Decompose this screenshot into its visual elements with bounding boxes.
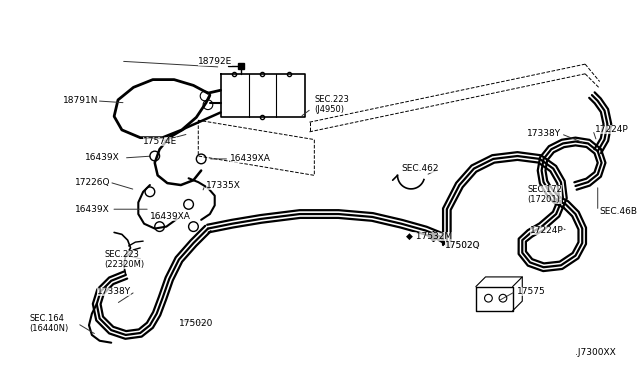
Text: 175020: 175020 bbox=[179, 319, 213, 328]
Text: 17224P: 17224P bbox=[595, 125, 628, 134]
Text: 17335X: 17335X bbox=[206, 180, 241, 189]
Text: 17574E: 17574E bbox=[143, 137, 177, 146]
Text: SEC.164
(16440N): SEC.164 (16440N) bbox=[29, 314, 68, 333]
Text: 16439X: 16439X bbox=[76, 205, 110, 214]
Text: 18792E: 18792E bbox=[198, 57, 232, 66]
Text: ◆ 17532M: ◆ 17532M bbox=[406, 232, 452, 241]
Text: 16439XA: 16439XA bbox=[150, 212, 191, 221]
Text: 17338Y: 17338Y bbox=[527, 129, 561, 138]
Text: 17575: 17575 bbox=[518, 287, 546, 296]
Text: SEC.462: SEC.462 bbox=[401, 164, 439, 173]
Text: 16439XA: 16439XA bbox=[230, 154, 271, 163]
Text: 17502Q: 17502Q bbox=[445, 241, 481, 250]
Text: 16439X: 16439X bbox=[85, 154, 120, 163]
Text: SEC.172
(17201): SEC.172 (17201) bbox=[527, 185, 562, 204]
Text: 17224P: 17224P bbox=[530, 226, 564, 235]
Text: 18791N: 18791N bbox=[63, 96, 99, 105]
Text: .J7300XX: .J7300XX bbox=[575, 348, 616, 357]
Text: SEC.223
(22320M): SEC.223 (22320M) bbox=[104, 250, 145, 269]
Text: 17226Q: 17226Q bbox=[76, 178, 111, 187]
Text: 175020: 175020 bbox=[445, 241, 479, 250]
Text: SEC.223
(J4950): SEC.223 (J4950) bbox=[314, 95, 349, 115]
Text: SEC.46B: SEC.46B bbox=[600, 207, 637, 216]
Text: 17338Y: 17338Y bbox=[97, 287, 131, 296]
